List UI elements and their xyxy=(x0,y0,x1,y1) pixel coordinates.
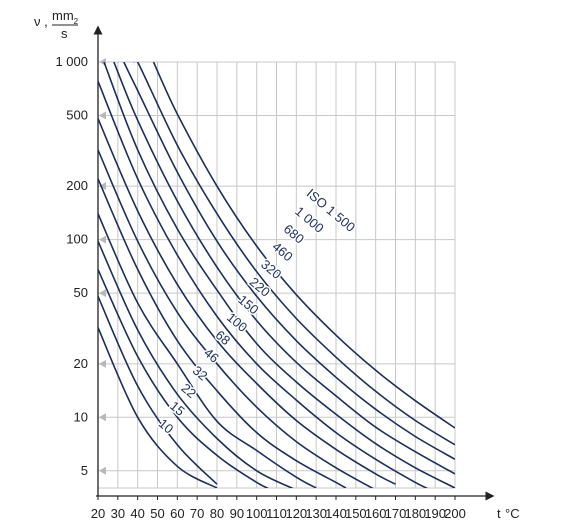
y-tick-marker xyxy=(99,413,106,422)
curve-label: 22 xyxy=(177,379,201,403)
y-tick-marker xyxy=(99,466,106,475)
y-tick-marker xyxy=(99,235,106,244)
x-tick-label: 160 xyxy=(365,506,387,521)
viscosity-curve xyxy=(98,327,218,488)
x-tick-label: 200 xyxy=(444,506,466,521)
viscosity-curve xyxy=(132,62,455,446)
y-axis-label: ν , mm2 s xyxy=(34,8,79,41)
x-tick-label: 110 xyxy=(266,506,287,521)
viscosity-curve xyxy=(98,118,396,485)
y-tick-label: 50 xyxy=(74,285,88,300)
y-tick-label: 200 xyxy=(66,178,88,193)
x-tick-label: 20 xyxy=(91,506,105,521)
x-tick-label: 130 xyxy=(305,506,327,521)
y-tick-label: 500 xyxy=(66,107,88,122)
x-tick-label: 50 xyxy=(150,506,164,521)
x-tick-label: 150 xyxy=(345,506,367,521)
viscosity-curve xyxy=(98,269,270,488)
x-axis-label: t °C xyxy=(497,506,520,521)
x-tick-label: 140 xyxy=(325,506,347,521)
y-axis-unit-denominator: s xyxy=(61,26,68,41)
viscosity-curve xyxy=(98,80,429,488)
y-tick-label: 10 xyxy=(74,409,88,424)
viscosity-curve xyxy=(98,240,294,488)
x-tick-label: 90 xyxy=(230,506,244,521)
y-tick-marker xyxy=(99,182,106,191)
viscosity-curve xyxy=(98,295,218,485)
viscosity-curve xyxy=(98,213,317,488)
labels: 20 30 40 50 60 70 80 90 100110120130140150160170… xyxy=(55,54,465,521)
x-tick-label: 40 xyxy=(130,506,144,521)
y-tick-marker xyxy=(99,359,106,368)
x-tick-label: 120 xyxy=(285,506,307,521)
x-tick-label: 180 xyxy=(404,506,426,521)
curve-label: 68 xyxy=(211,326,235,350)
x-axis-unit: °C xyxy=(505,506,520,521)
y-axis-unit-exponent: 2 xyxy=(74,17,79,26)
viscosity-curve xyxy=(103,62,455,488)
y-axis-unit-numerator: mm2 xyxy=(52,8,79,26)
curves xyxy=(98,62,455,488)
x-tick-label: 60 xyxy=(170,506,184,521)
x-axis-symbol: t xyxy=(497,506,501,521)
curve-label: 15 xyxy=(166,397,190,421)
x-tick-label: 170 xyxy=(385,506,407,521)
curve-label-text: 68 xyxy=(213,327,234,348)
y-tick-label: 1 000 xyxy=(55,54,88,69)
y-tick-marker xyxy=(99,289,106,298)
viscosity-curve xyxy=(113,62,455,475)
viscosity-curve xyxy=(98,149,374,488)
y-tick-marker xyxy=(99,111,106,120)
x-tick-label: 70 xyxy=(190,506,204,521)
y-tick-label: 20 xyxy=(74,356,88,371)
x-tick-label: 100 xyxy=(246,506,268,521)
y-tick-label: 5 xyxy=(81,463,88,478)
x-tick-label: 190 xyxy=(424,506,446,521)
axes xyxy=(93,25,495,501)
viscosity-curve xyxy=(98,178,347,488)
x-tick-label: 80 xyxy=(210,506,224,521)
y-tick-label: 100 xyxy=(66,232,88,247)
curve-label-text: 15 xyxy=(167,398,188,419)
viscosity-curve xyxy=(123,62,455,460)
x-tick-label: 30 xyxy=(111,506,125,521)
viscosity-curve xyxy=(152,62,455,429)
y-axis-symbol: ν , xyxy=(34,14,48,29)
curve-label-text: 22 xyxy=(178,380,199,401)
